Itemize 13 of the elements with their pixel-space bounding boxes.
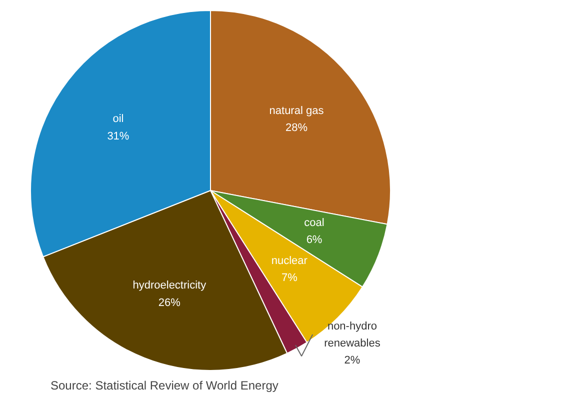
data-label: 2% [344,354,360,367]
slice-label: natural gas [269,104,324,117]
slice-label: oil [112,113,124,126]
source-note: Source: Statistical Review of World Energy [50,378,278,392]
slice-label: nuclear [271,254,308,267]
data-label: 28% [285,122,308,134]
data-label: 31% [107,130,130,142]
slice-label: hydroelectricity [132,280,207,292]
slice-label: coal [304,217,324,230]
data-label: 7% [281,272,298,284]
data-label: 26% [158,296,181,309]
slice-label: non-hydro renewables [324,320,381,350]
data-label: 6% [306,234,322,246]
